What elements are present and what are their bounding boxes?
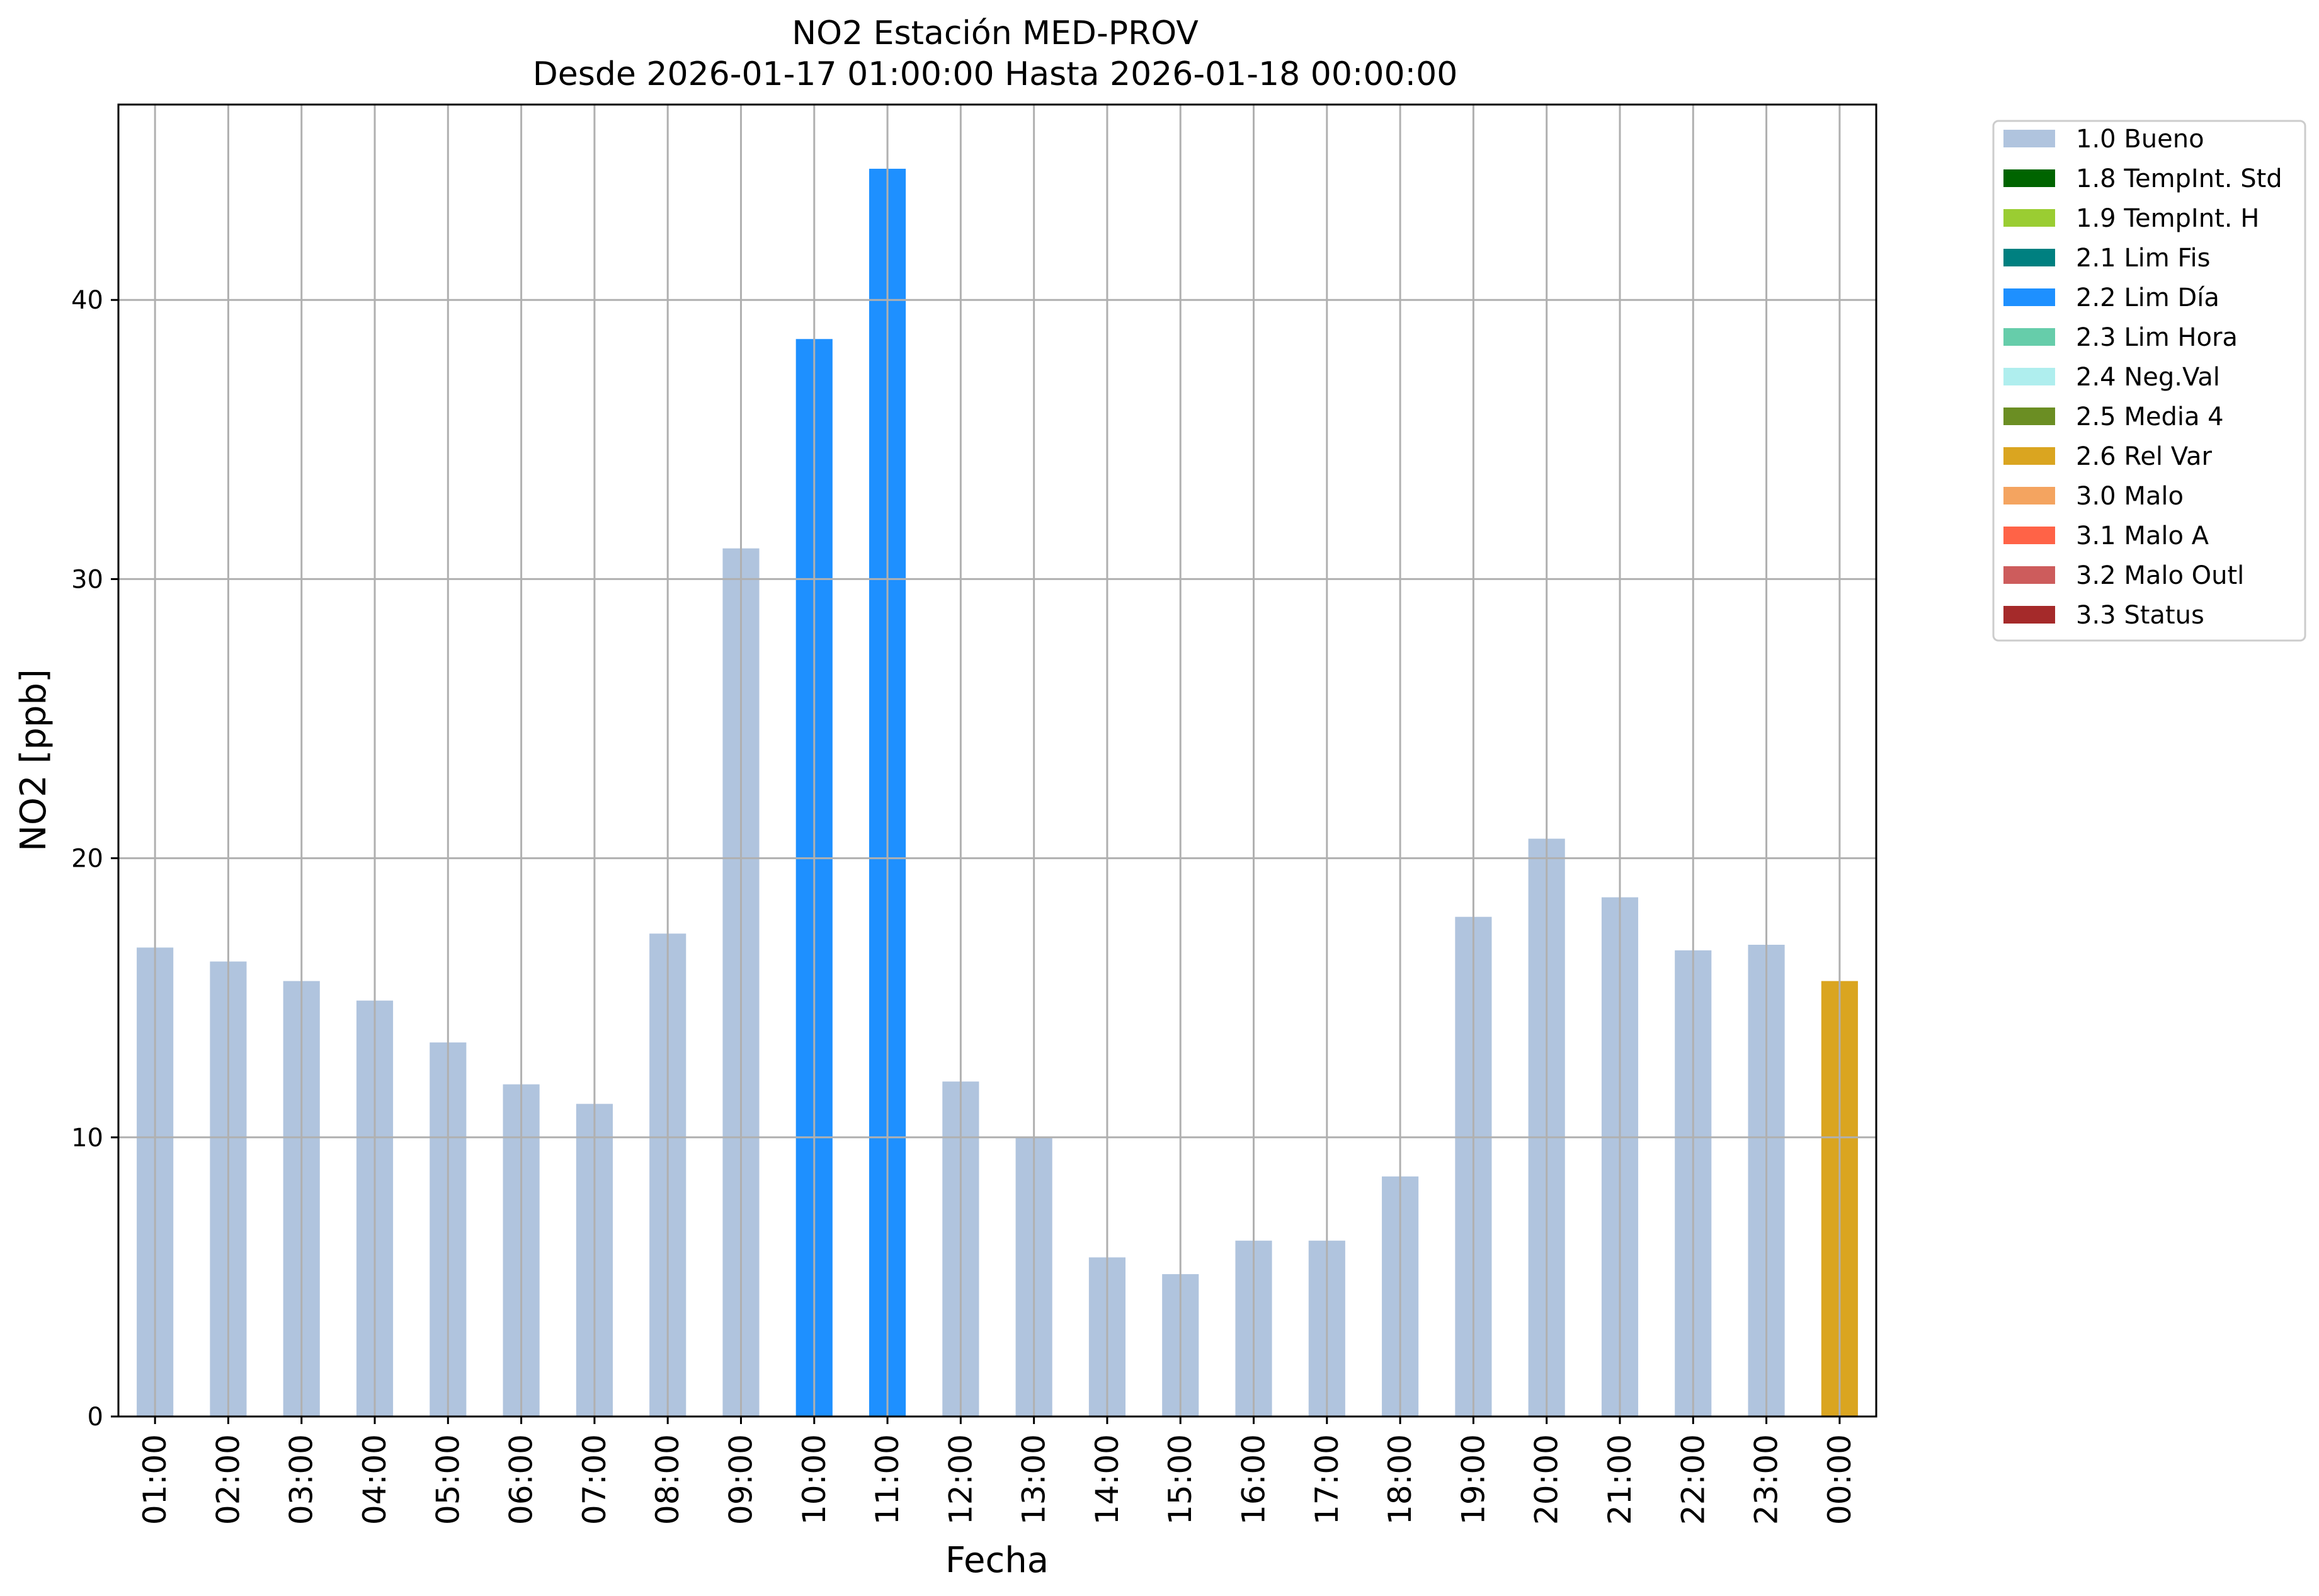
x-tick-label: 21:00 bbox=[1602, 1434, 1638, 1525]
x-tick-label: 05:00 bbox=[430, 1434, 466, 1525]
legend-label: 3.0 Malo bbox=[2076, 482, 2184, 511]
y-tick-label: 30 bbox=[71, 565, 103, 594]
x-tick-label: 19:00 bbox=[1455, 1434, 1491, 1525]
x-tick-label: 16:00 bbox=[1236, 1434, 1272, 1525]
y-axis-label: NO2 [ppb] bbox=[13, 669, 54, 852]
x-tick-label: 03:00 bbox=[283, 1434, 320, 1525]
legend-label: 2.5 Media 4 bbox=[2076, 402, 2224, 431]
x-tick-label: 17:00 bbox=[1309, 1434, 1345, 1525]
legend-label: 2.4 Neg.Val bbox=[2076, 363, 2220, 392]
x-tick-label: 20:00 bbox=[1529, 1434, 1565, 1525]
legend-label: 2.6 Rel Var bbox=[2076, 442, 2213, 471]
x-tick-label: 13:00 bbox=[1016, 1434, 1052, 1525]
legend-swatch bbox=[2003, 209, 2055, 227]
x-axis-ticks: 01:00 02:00 03:00 04:00 05:00 06:00 07:00 08:00… bbox=[137, 1416, 1858, 1525]
x-tick-label: 12:00 bbox=[942, 1434, 979, 1525]
chart-title: NO2 Estación MED-PROV bbox=[792, 14, 1199, 52]
x-tick-label: 09:00 bbox=[722, 1434, 759, 1525]
legend-label: 1.9 TempInt. H bbox=[2076, 204, 2259, 233]
y-tick-label: 0 bbox=[88, 1403, 103, 1432]
x-tick-label: 23:00 bbox=[1748, 1434, 1785, 1525]
x-tick-label: 08:00 bbox=[649, 1434, 686, 1525]
legend-swatch bbox=[2003, 249, 2055, 266]
legend-label: 3.2 Malo Outl bbox=[2076, 561, 2244, 590]
legend-swatch bbox=[2003, 288, 2055, 306]
legend-label: 3.3 Status bbox=[2076, 601, 2204, 630]
legend-swatch bbox=[2003, 606, 2055, 624]
grid bbox=[118, 105, 1876, 1418]
legend-frame bbox=[1992, 120, 2306, 642]
legend-swatch bbox=[2003, 447, 2055, 465]
legend-label: 2.1 Lim Fis bbox=[2076, 244, 2210, 273]
plot-frame bbox=[117, 103, 1877, 1418]
legend-label: 1.8 TempInt. Std bbox=[2076, 164, 2282, 193]
y-tick-label: 40 bbox=[71, 286, 103, 315]
chart-subtitle: Desde 2026-01-17 01:00:00 Hasta 2026-01-… bbox=[533, 55, 1458, 93]
legend-swatch bbox=[2003, 130, 2055, 147]
x-tick-label: 04:00 bbox=[356, 1434, 393, 1525]
x-tick-label: 18:00 bbox=[1382, 1434, 1418, 1525]
y-tick-label: 10 bbox=[71, 1124, 103, 1153]
legend-swatch bbox=[2003, 487, 2055, 504]
y-axis-ticks: 0 10 20 30 40 bbox=[71, 286, 118, 1432]
legend-swatch bbox=[2003, 527, 2055, 544]
x-axis-label: Fecha bbox=[945, 1540, 1049, 1581]
x-tick-label: 07:00 bbox=[576, 1434, 613, 1525]
bars bbox=[137, 168, 1858, 1417]
x-tick-label: 01:00 bbox=[137, 1434, 173, 1525]
x-tick-label: 10:00 bbox=[796, 1434, 833, 1525]
legend-label: 3.1 Malo A bbox=[2076, 522, 2209, 550]
legend-label: 2.3 Lim Hora bbox=[2076, 323, 2238, 352]
x-tick-label: 15:00 bbox=[1162, 1434, 1199, 1525]
legend-swatch bbox=[2003, 368, 2055, 385]
legend: 1.0 Bueno 1.8 TempInt. Std 1.9 TempInt. H 2… bbox=[1992, 120, 2306, 642]
legend-label: 2.2 Lim Día bbox=[2076, 283, 2219, 312]
x-tick-label: 11:00 bbox=[869, 1434, 906, 1525]
legend-swatch bbox=[2003, 566, 2055, 584]
x-tick-label: 00:00 bbox=[1821, 1434, 1858, 1525]
legend-swatch bbox=[2003, 328, 2055, 346]
x-tick-label: 06:00 bbox=[503, 1434, 540, 1525]
legend-swatch bbox=[2003, 408, 2055, 425]
legend-label: 1.0 Bueno bbox=[2076, 125, 2204, 154]
x-tick-label: 22:00 bbox=[1675, 1434, 1711, 1525]
y-tick-label: 20 bbox=[71, 845, 103, 874]
x-tick-label: 14:00 bbox=[1089, 1434, 1125, 1525]
legend-swatch bbox=[2003, 169, 2055, 187]
x-tick-label: 02:00 bbox=[210, 1434, 246, 1525]
